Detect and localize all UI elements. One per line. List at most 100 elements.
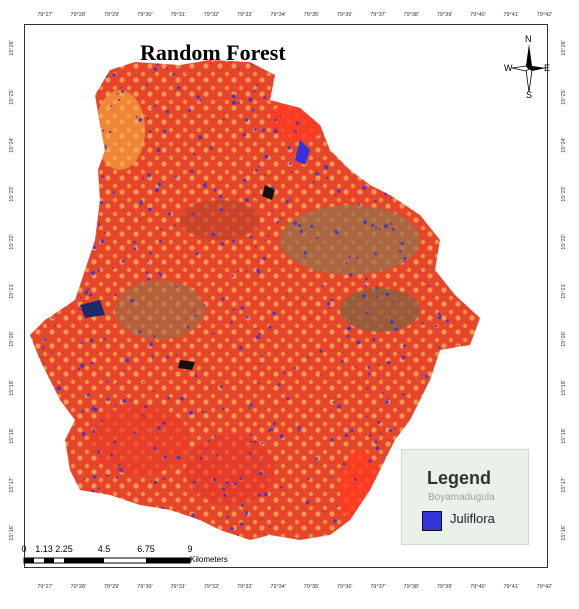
juliflora-patch (253, 89, 256, 92)
map-border (24, 24, 548, 568)
juliflora-patch (95, 214, 99, 218)
juliflora-patch (395, 85, 399, 90)
juliflora-patch (103, 337, 106, 341)
north-arrow: N S W E (504, 34, 552, 100)
juliflora-patch (100, 137, 103, 140)
juliflora-patch (255, 168, 258, 172)
juliflora-patch (153, 446, 157, 450)
juliflora-patch (379, 523, 383, 527)
juliflora-patch (72, 111, 75, 114)
juliflora-patch (374, 71, 378, 74)
juliflora-patch (376, 344, 379, 346)
juliflora-patch (382, 89, 384, 91)
juliflora-patch (303, 251, 307, 255)
juliflora-patch (365, 311, 369, 315)
juliflora-patch (153, 67, 158, 71)
juliflora-patch (46, 182, 50, 187)
juliflora-patch (98, 223, 101, 226)
juliflora-patch (191, 513, 195, 518)
juliflora-patch (426, 265, 428, 268)
juliflora-patch (349, 255, 352, 258)
juliflora-patch (232, 308, 235, 311)
juliflora-patch (51, 265, 55, 269)
juliflora-patch (232, 239, 235, 243)
juliflora-patch (334, 194, 337, 196)
juliflora-patch (45, 440, 49, 444)
juliflora-patch (374, 252, 378, 256)
juliflora-patch (404, 144, 407, 147)
juliflora-patch (47, 222, 50, 224)
juliflora-patch (48, 524, 52, 527)
juliflora-patch (372, 338, 376, 342)
scale-bar-graphic (23, 557, 191, 564)
juliflora-patch (84, 290, 88, 295)
juliflora-patch (62, 482, 64, 484)
juliflora-patch (118, 467, 122, 471)
juliflora-patch (337, 189, 341, 193)
juliflora-patch (54, 75, 59, 79)
juliflora-patch (203, 304, 206, 307)
juliflora-patch (97, 450, 101, 454)
scale-tick-label: 0 (21, 544, 27, 554)
juliflora-patch (91, 490, 95, 493)
juliflora-patch (475, 375, 477, 378)
juliflora-patch (387, 360, 391, 365)
juliflora-patch (244, 118, 249, 122)
longitude-label: 79°41' (503, 584, 519, 590)
juliflora-patch (148, 130, 152, 133)
juliflora-patch (270, 427, 274, 431)
scale-segment (24, 558, 34, 563)
juliflora-patch (254, 200, 256, 202)
compass-south-label: S (526, 90, 533, 100)
juliflora-patch (356, 340, 361, 345)
juliflora-patch (84, 88, 89, 93)
juliflora-patch (225, 481, 229, 485)
juliflora-patch (159, 239, 162, 243)
juliflora-patch (251, 108, 255, 112)
juliflora-patch (462, 171, 466, 175)
longitude-label: 79°29' (103, 12, 120, 18)
longitude-label: 79°29' (103, 584, 120, 590)
juliflora-patch (269, 337, 271, 340)
juliflora-patch (307, 243, 310, 246)
juliflora-patch (237, 269, 240, 272)
juliflora-patch (369, 493, 373, 497)
juliflora-patch (263, 533, 265, 535)
juliflora-patch (85, 66, 87, 69)
juliflora-patch (371, 224, 375, 227)
juliflora-patch (319, 373, 322, 376)
juliflora-patch (289, 162, 292, 165)
juliflora-patch (275, 353, 278, 355)
juliflora-patch (154, 480, 158, 484)
juliflora-patch (375, 286, 378, 290)
juliflora-patch (42, 421, 45, 425)
juliflora-patch (279, 434, 284, 439)
juliflora-patch (41, 346, 45, 349)
juliflora-patch (78, 308, 81, 311)
juliflora-patch (455, 444, 458, 447)
juliflora-patch (254, 440, 257, 444)
juliflora-patch (59, 279, 63, 284)
juliflora-patch (104, 144, 107, 147)
juliflora-patch (97, 64, 101, 68)
juliflora-patch (349, 273, 353, 277)
scale-tick-label: 1.13 (35, 544, 53, 554)
scale-tick-label: 2.25 (55, 544, 73, 554)
juliflora-patch (195, 252, 199, 256)
juliflora-patch (438, 443, 440, 446)
juliflora-patch (362, 294, 366, 298)
juliflora-patch (258, 472, 263, 476)
longitude-label: 79°38' (403, 12, 420, 18)
legend-label-juliflora: Juliflora (450, 511, 495, 526)
juliflora-patch (112, 267, 114, 270)
longitude-label: 79°41' (503, 12, 519, 18)
juliflora-patch (469, 234, 473, 238)
juliflora-patch (180, 396, 184, 401)
juliflora-patch (254, 245, 258, 248)
juliflora-patch (106, 397, 110, 401)
juliflora-patch (309, 100, 312, 103)
juliflora-patch (226, 515, 230, 519)
juliflora-patch (402, 393, 405, 396)
longitude-label: 79°34' (270, 12, 286, 18)
juliflora-patch (152, 356, 154, 359)
